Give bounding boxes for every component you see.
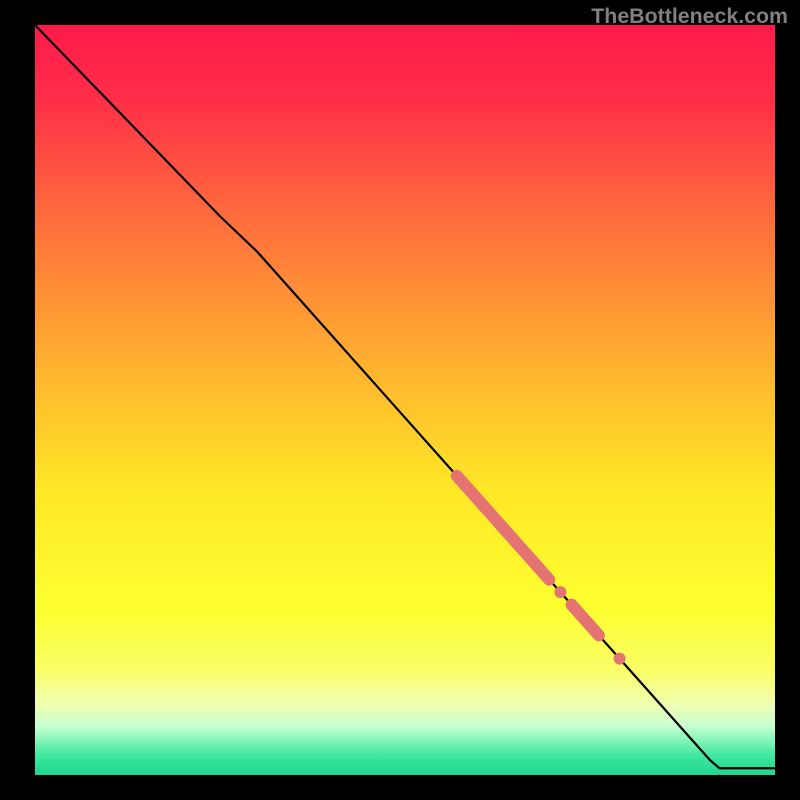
plot-area: [35, 25, 775, 775]
canvas-frame: TheBottleneck.com: [0, 0, 800, 800]
highlight-dot: [554, 586, 566, 598]
highlight-dot: [614, 653, 626, 665]
chart-svg: [35, 25, 775, 775]
chart-background: [35, 25, 775, 775]
